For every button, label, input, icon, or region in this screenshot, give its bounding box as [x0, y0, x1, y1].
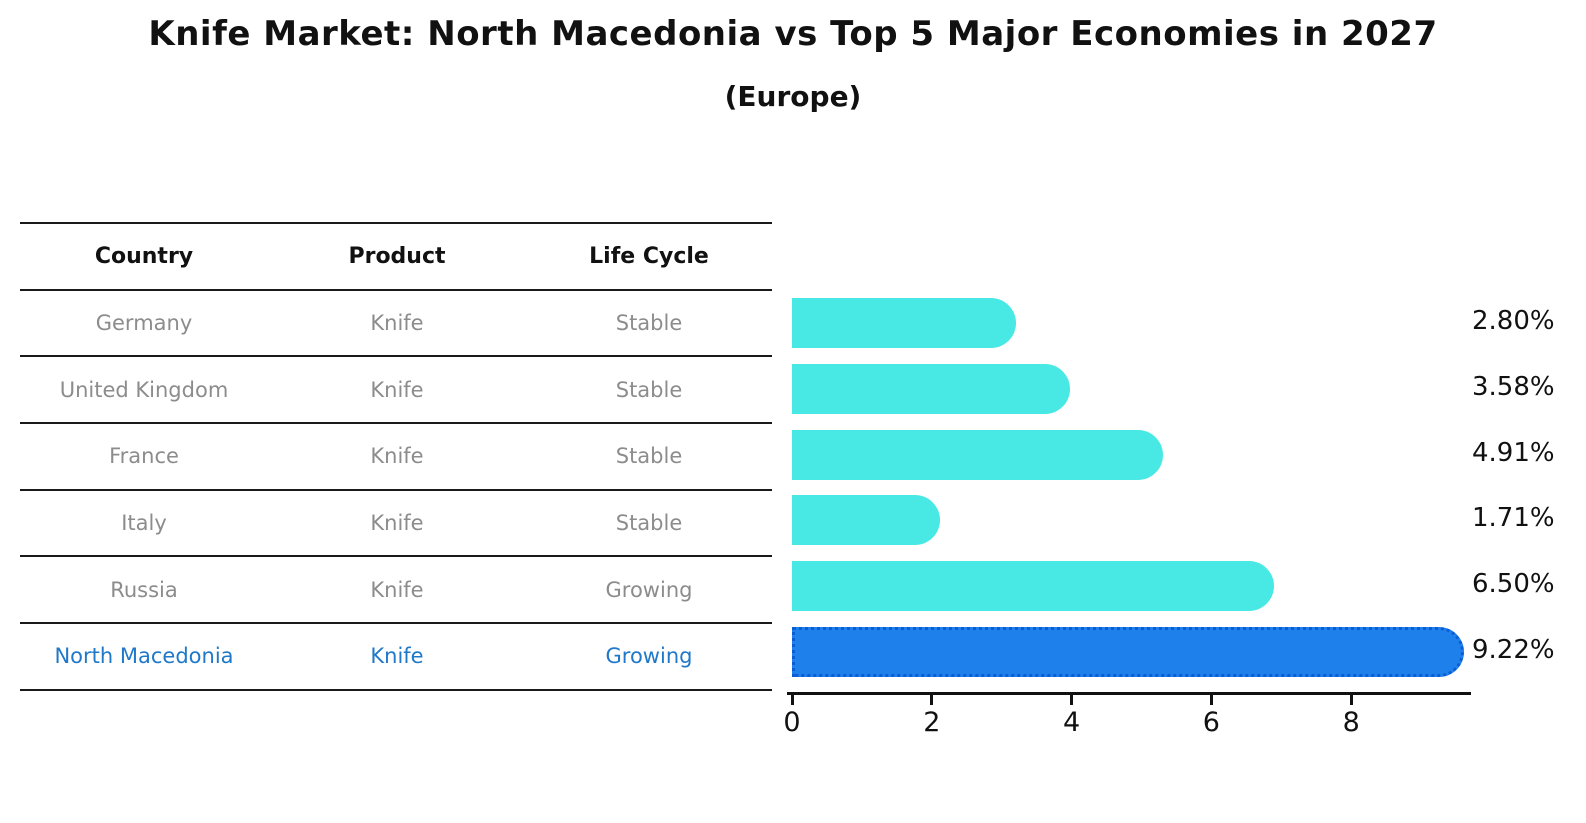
x-tick-mark-4: [1070, 695, 1074, 705]
table-header-row: Country Product Life Cycle: [20, 224, 772, 291]
table-row-germany: Germany Knife Stable: [20, 291, 772, 358]
x-axis-line: [787, 692, 1471, 695]
x-tick-label-8: 8: [1342, 707, 1360, 738]
x-tick-mark-6: [1209, 695, 1213, 705]
country-cell: Russia: [110, 577, 178, 602]
value-label-russia: 6.50%: [1472, 569, 1555, 600]
product-cell: Knife: [370, 444, 424, 469]
table-row-france: France Knife Stable: [20, 424, 772, 491]
column-header-product: Product: [348, 243, 446, 269]
product-cell: Knife: [370, 577, 424, 602]
value-label-germany: 2.80%: [1472, 306, 1555, 336]
product-cell: Knife: [370, 311, 424, 336]
country-table: Country Product Life Cycle Germany Knife S…: [20, 222, 772, 691]
x-tick-mark-2: [930, 695, 934, 705]
life-cycle-cell: Stable: [615, 377, 683, 402]
life-cycle-cell: Growing: [605, 577, 693, 602]
country-cell: Italy: [121, 511, 167, 536]
bar-russia: [792, 561, 1275, 612]
life-cycle-cell: Stable: [615, 311, 683, 336]
value-label-north-macedonia: 9.22%: [1472, 635, 1555, 665]
value-label-united-kingdom: 3.58%: [1472, 371, 1555, 402]
country-cell: United Kingdom: [59, 377, 229, 402]
product-cell: Knife: [370, 511, 424, 536]
bar-italy: [792, 495, 940, 546]
table-row-italy: Italy Knife Stable: [20, 491, 772, 558]
chart-title: Knife Market: North Macedonia vs Top 5 M…: [148, 14, 1438, 54]
bar-france: [792, 429, 1164, 480]
value-label-italy: 1.71%: [1472, 503, 1555, 534]
x-tick-mark-8: [1349, 695, 1353, 705]
bar-north-macedonia: [792, 627, 1465, 677]
product-cell: Knife: [370, 377, 424, 402]
life-cycle-cell: Stable: [615, 511, 683, 536]
table-row-north-macedonia: North Macedonia Knife Growing: [20, 624, 772, 691]
x-tick-label-0: 0: [783, 707, 801, 738]
table-row-united-kingdom: United Kingdom Knife Stable: [20, 357, 772, 425]
bar-united-kingdom: [792, 363, 1071, 414]
country-cell: Germany: [95, 311, 193, 336]
country-cell: North Macedonia: [54, 644, 234, 669]
column-header-country: Country: [94, 243, 194, 269]
x-tick-mark-0: [790, 695, 794, 705]
column-header-life-cycle: Life Cycle: [589, 243, 709, 269]
product-cell: Knife: [370, 644, 424, 669]
life-cycle-cell: Stable: [615, 444, 683, 469]
country-cell: France: [109, 444, 179, 469]
table-row-russia: Russia Knife Growing: [20, 557, 772, 625]
x-tick-label-4: 4: [1063, 707, 1081, 738]
value-label-france: 4.91%: [1472, 437, 1555, 468]
chart-subtitle: (Europe): [724, 80, 862, 113]
x-tick-label-2: 2: [923, 707, 941, 738]
bar-germany: [792, 298, 1016, 348]
x-tick-label-6: 6: [1202, 707, 1220, 738]
table-body: Germany Knife Stable United Kingdom Knife Sta…: [20, 291, 772, 691]
life-cycle-cell: Growing: [605, 644, 693, 669]
